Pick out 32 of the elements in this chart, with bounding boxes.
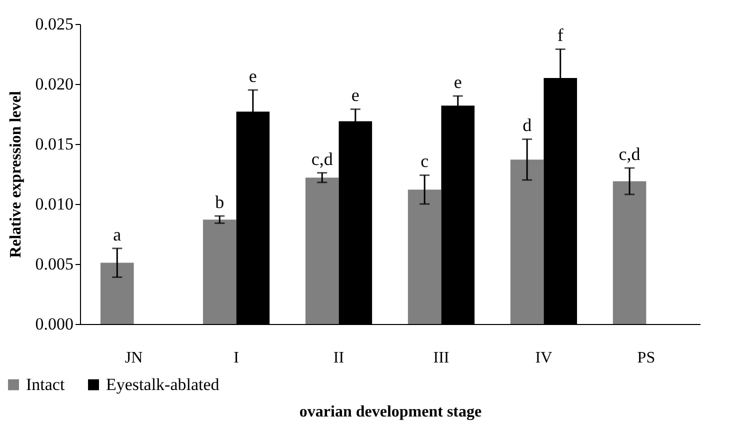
bar xyxy=(100,262,134,324)
x-tick-label: IV xyxy=(535,350,553,366)
x-tick-label: PS xyxy=(637,350,656,366)
bar xyxy=(408,190,442,324)
y-tick-label: 0.015 xyxy=(35,134,74,154)
y-tick-label: 0.000 xyxy=(35,314,74,334)
x-tick-label: II xyxy=(333,350,344,366)
data-label: c xyxy=(420,151,429,172)
y-axis-title: Relative expression level xyxy=(7,90,24,258)
data-label: b xyxy=(215,192,224,212)
x-tick-label: JN xyxy=(124,350,144,366)
y-tick-label: 0.010 xyxy=(35,194,74,214)
data-label: f xyxy=(557,25,564,46)
data-label: d xyxy=(522,115,532,136)
data-label: e xyxy=(248,66,257,86)
bar xyxy=(202,220,236,324)
legend-label: Intact xyxy=(26,374,65,394)
bar xyxy=(510,160,544,324)
data-label: c,d xyxy=(311,148,333,169)
legend-label: Eyestalk-ablated xyxy=(106,374,220,394)
x-axis-title: ovarian development stage xyxy=(299,404,482,420)
data-label: e xyxy=(351,85,360,106)
x-tick-label: I xyxy=(234,350,239,366)
y-tick-label: 0.025 xyxy=(35,14,74,34)
bar xyxy=(612,181,646,324)
x-tick-label: III xyxy=(433,350,450,366)
data-label: a xyxy=(113,224,122,244)
bar xyxy=(305,178,339,324)
y-tick-label: 0.005 xyxy=(35,254,74,274)
y-tick-label: 0.020 xyxy=(35,74,74,94)
data-label: c,d xyxy=(618,144,640,164)
data-label: e xyxy=(454,72,462,92)
